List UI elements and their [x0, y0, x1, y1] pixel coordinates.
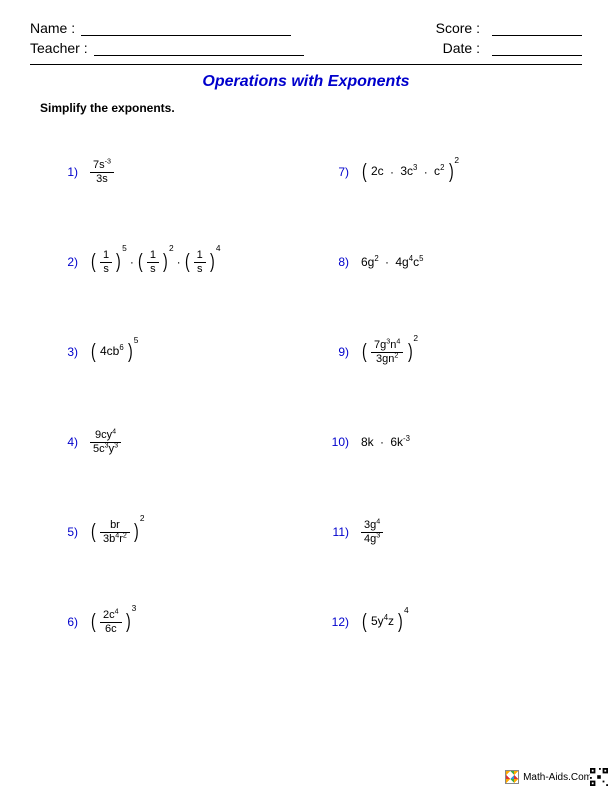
worksheet-page: Name : Score : Teacher : Date : Operatio…	[0, 0, 612, 792]
score-blank[interactable]	[492, 20, 582, 36]
score-label: Score :	[436, 20, 480, 36]
header-divider	[30, 64, 582, 65]
header-row-1: Name : Score :	[30, 20, 582, 36]
header-row-2: Teacher : Date :	[30, 40, 582, 56]
problem-number: 10)	[321, 435, 349, 449]
problem-expression: ( 1s )5·( 1s )2·( 1s )4	[90, 250, 220, 275]
footer: Math-Aids.Com	[505, 770, 592, 784]
problem-expression: ( 7g3n43gn2 )2	[361, 340, 418, 365]
problem: 7) ( 2c · 3c3 · c2 )2	[321, 127, 582, 217]
problem: 12) ( 5y4z )4	[321, 577, 582, 667]
teacher-label: Teacher :	[30, 40, 88, 56]
problem: 8) 6g2 · 4g4c5	[321, 217, 582, 307]
problem-number: 1)	[50, 165, 78, 179]
problem: 4) 9cy45c3y3	[50, 397, 311, 487]
problem-number: 5)	[50, 525, 78, 539]
problem: 1) 7s-33s	[50, 127, 311, 217]
problem-number: 12)	[321, 615, 349, 629]
problem-number: 3)	[50, 345, 78, 359]
problem: 10) 8k · 6k-3	[321, 397, 582, 487]
date-field: Date :	[443, 40, 582, 56]
problem: 9) ( 7g3n43gn2 )2	[321, 307, 582, 397]
problem-number: 4)	[50, 435, 78, 449]
problem-expression: 7s-33s	[90, 160, 114, 185]
instruction-text: Simplify the exponents.	[40, 101, 582, 115]
date-blank[interactable]	[492, 40, 582, 56]
name-field: Name :	[30, 20, 291, 36]
worksheet-title: Operations with Exponents	[30, 73, 582, 91]
problem-expression: ( 5y4z )4	[361, 612, 409, 632]
problem-number: 8)	[321, 255, 349, 269]
problem-expression: ( br3b4r2 )2	[90, 520, 145, 545]
problem: 2) ( 1s )5·( 1s )2·( 1s )4	[50, 217, 311, 307]
problems-grid: 1) 7s-33s 7) ( 2c · 3c3 · c2 )2 2) ( 1s )5·( …	[30, 127, 582, 667]
name-blank[interactable]	[81, 20, 291, 36]
problem-expression: ( 2c46c )3	[90, 610, 136, 635]
qr-icon	[590, 768, 608, 786]
problem-expression: 6g2 · 4g4c5	[361, 256, 423, 269]
footer-text: Math-Aids.Com	[523, 772, 592, 783]
problem-number: 2)	[50, 255, 78, 269]
teacher-field: Teacher :	[30, 40, 304, 56]
problem-expression: ( 2c · 3c3 · c2 )2	[361, 162, 459, 182]
problem-number: 9)	[321, 345, 349, 359]
problem-number: 11)	[321, 525, 349, 539]
date-label: Date :	[443, 40, 480, 56]
problem-expression: 9cy45c3y3	[90, 430, 121, 455]
problem-number: 6)	[50, 615, 78, 629]
problem: 11) 3g44g3	[321, 487, 582, 577]
problem-expression: ( 4cb6 )5	[90, 342, 138, 362]
name-label: Name :	[30, 20, 75, 36]
problem-expression: 3g44g3	[361, 520, 383, 545]
teacher-blank[interactable]	[94, 40, 304, 56]
score-field: Score :	[436, 20, 582, 36]
problem-number: 7)	[321, 165, 349, 179]
problem: 5) ( br3b4r2 )2	[50, 487, 311, 577]
problem: 3) ( 4cb6 )5	[50, 307, 311, 397]
problem: 6) ( 2c46c )3	[50, 577, 311, 667]
problem-expression: 8k · 6k-3	[361, 436, 410, 449]
logo-icon	[505, 770, 519, 784]
